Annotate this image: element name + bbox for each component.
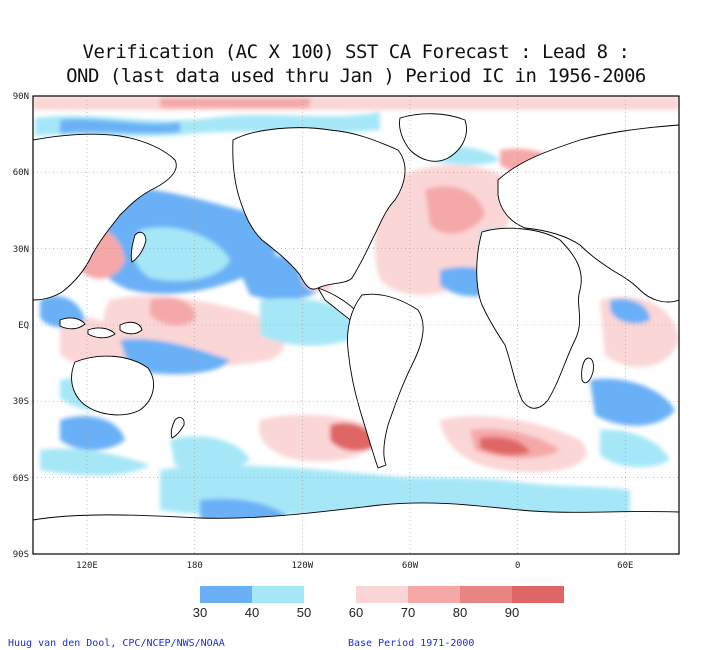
legend-swatch <box>408 586 460 603</box>
lon-tick-label: 180 <box>187 561 203 571</box>
lon-tick-label: 0 <box>515 561 520 571</box>
lon-tick-label: 120E <box>76 561 98 571</box>
lon-tick-label: 60W <box>402 561 419 571</box>
legend-threshold-label: 90 <box>505 605 519 620</box>
map-frame <box>32 95 680 555</box>
sst-skill-field <box>33 96 679 554</box>
color-legend: 30 40 50 60 70 80 90 <box>193 586 564 620</box>
continent-outlines <box>33 113 679 554</box>
lat-tick-label: 30S <box>13 397 29 407</box>
legend-swatch <box>252 586 304 603</box>
lat-tick-label: 90N <box>13 92 29 102</box>
legend-swatch <box>512 586 564 603</box>
lat-tick-label: 90S <box>13 550 29 560</box>
longitude-axis: 120E 180 120W 60W 0 60E <box>76 561 633 571</box>
lon-tick-label: 60E <box>617 561 633 571</box>
legend-threshold-label: 70 <box>401 605 415 620</box>
title-line-1: Verification (AC X 100) SST CA Forecast … <box>82 41 630 63</box>
lat-tick-label: EQ <box>18 321 29 331</box>
legend-threshold-label: 50 <box>297 605 311 620</box>
title-line-2: OND (last data used thru Jan ) Period IC… <box>66 65 646 87</box>
legend-threshold-label: 40 <box>245 605 259 620</box>
legend-swatch <box>460 586 512 603</box>
lat-tick-label: 60S <box>13 474 29 484</box>
chart-title: Verification (AC X 100) SST CA Forecast … <box>0 40 712 88</box>
lon-tick-label: 120W <box>291 561 313 571</box>
latitude-axis: 90N 60N 30N EQ 30S 60S 90S <box>13 92 29 560</box>
legend-threshold-label: 60 <box>349 605 363 620</box>
legend-threshold-label: 80 <box>453 605 467 620</box>
legend-swatch <box>304 586 356 603</box>
credit-text: Huug van den Dool, CPC/NCEP/NWS/NOAA <box>8 638 225 649</box>
graticule <box>33 96 679 554</box>
lat-tick-label: 30N <box>13 245 29 255</box>
legend-swatch <box>200 586 252 603</box>
legend-swatch <box>356 586 408 603</box>
lat-tick-label: 60N <box>13 168 29 178</box>
base-period-text: Base Period 1971-2000 <box>348 638 475 649</box>
legend-threshold-label: 30 <box>193 605 207 620</box>
